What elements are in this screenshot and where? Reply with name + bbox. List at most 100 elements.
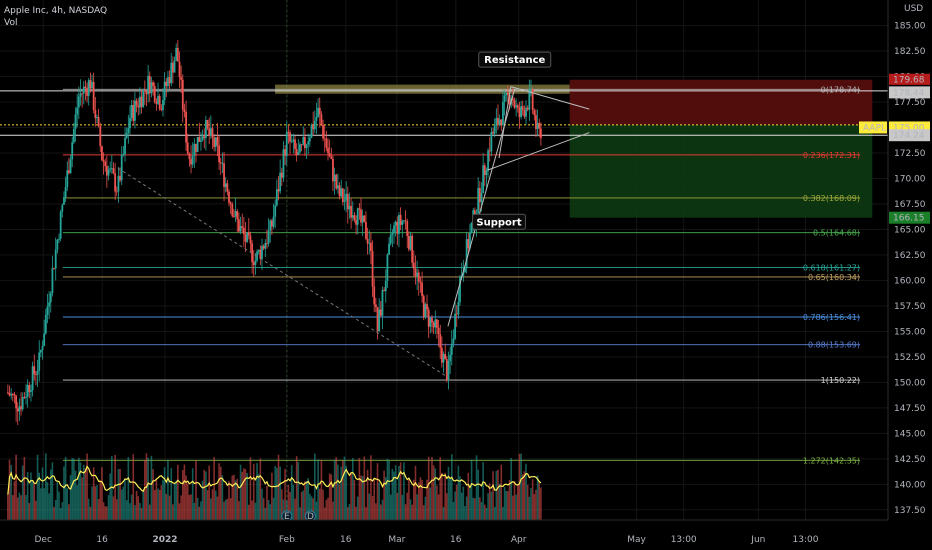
volume-bar xyxy=(424,496,427,520)
volume-bar xyxy=(368,493,371,520)
volume-bar xyxy=(525,463,527,520)
candle-body xyxy=(318,107,321,115)
candle-body xyxy=(204,120,207,139)
volume-bar xyxy=(421,479,423,520)
volume-bar xyxy=(350,473,352,520)
candlesticks xyxy=(6,40,542,425)
volume-bar xyxy=(51,462,54,520)
volume-bar xyxy=(158,489,161,520)
candle-body xyxy=(406,221,409,237)
volume-bar xyxy=(483,504,486,520)
time-axis-bg xyxy=(0,520,932,550)
candle-body xyxy=(160,108,163,110)
candle-body xyxy=(407,236,410,250)
volume-bar xyxy=(109,473,111,520)
trend-drawings[interactable]: Resistance Support E D xyxy=(117,51,590,522)
candle-body xyxy=(327,147,329,154)
candle-body xyxy=(211,128,214,138)
volume-bar xyxy=(198,506,201,520)
volume-bar xyxy=(10,465,12,520)
volume-bar xyxy=(160,485,163,520)
candle-body xyxy=(300,144,303,146)
volume-bar xyxy=(25,495,27,520)
volume-bar xyxy=(356,496,359,520)
volume-bar xyxy=(205,471,207,520)
time-axis[interactable]: Dec 16 2022 Feb 16 Mar 16 Apr May 13:00 Jun 13:00 xyxy=(0,519,932,550)
candle-body xyxy=(261,245,263,259)
candle-body xyxy=(142,90,145,107)
volume-bar xyxy=(226,498,229,520)
candle-body xyxy=(115,191,118,193)
candle-body xyxy=(35,374,37,376)
volume-bar xyxy=(238,501,240,520)
candle-body xyxy=(295,149,298,155)
candle-body xyxy=(44,314,47,334)
candle-body xyxy=(236,211,239,220)
candle-body xyxy=(168,77,171,84)
candle-body xyxy=(416,272,419,277)
candle-body xyxy=(10,393,13,396)
candle-body xyxy=(383,290,386,292)
candle-body xyxy=(287,132,290,133)
candle-body xyxy=(500,119,503,125)
candle-body xyxy=(389,234,392,244)
candle-body xyxy=(69,159,72,174)
candle-body xyxy=(398,215,400,234)
volume-bar xyxy=(269,504,272,520)
position-zones[interactable] xyxy=(275,79,873,218)
volume-bar xyxy=(279,466,281,520)
candle-body xyxy=(31,366,34,391)
price-label-bg xyxy=(889,86,930,99)
volume-bar xyxy=(343,456,346,520)
candle-body xyxy=(386,254,389,281)
volume-bar xyxy=(533,493,536,520)
volume-bar xyxy=(446,493,448,520)
candle-body xyxy=(140,96,143,107)
volume-bar xyxy=(49,469,52,520)
candle-body xyxy=(130,104,133,118)
volume-bar xyxy=(135,491,138,520)
price-axis[interactable]: 137.50 140.00 142.50 145.00 147.50 150.00 152.… xyxy=(859,0,932,550)
candle-body xyxy=(513,100,516,108)
volume-bar xyxy=(236,478,239,520)
volume-bar xyxy=(274,466,277,520)
volume-bar xyxy=(399,462,402,520)
volume-bar xyxy=(380,504,382,520)
volume-bar xyxy=(68,504,70,520)
candle-body xyxy=(28,385,31,392)
candle-body xyxy=(99,126,102,147)
volume-bar xyxy=(148,504,151,520)
volume-bar xyxy=(211,489,214,520)
candle-body xyxy=(393,225,395,233)
volume-bar xyxy=(97,499,100,520)
time-tick-label: 13:00 xyxy=(671,535,697,545)
volume-bar xyxy=(442,507,445,520)
volume-bar xyxy=(244,469,247,520)
candle-body xyxy=(432,322,435,328)
volume-bar xyxy=(365,507,367,520)
volume-bar xyxy=(86,453,88,520)
candle-body xyxy=(427,309,430,327)
volume-bar xyxy=(76,485,78,520)
fibonacci-retracement[interactable]: 0(178.74) 0.236(172.31) 0.382(168.09) 0.5(1… xyxy=(62,85,860,465)
candle-body xyxy=(101,146,103,161)
price-tick-label: 167.50 xyxy=(894,200,926,210)
candle-body xyxy=(94,110,97,119)
candle-body xyxy=(459,276,461,302)
volume-bar xyxy=(99,479,102,520)
candle-body xyxy=(424,304,427,318)
triangle-upper-line xyxy=(510,86,590,110)
candle-body xyxy=(396,221,399,234)
time-tick-label: 16 xyxy=(96,535,108,545)
volume-bar xyxy=(167,460,169,520)
candle-body xyxy=(89,80,92,89)
candle-body xyxy=(200,140,202,142)
candle-body xyxy=(538,122,541,129)
volume-bar xyxy=(492,471,494,520)
volume-bar xyxy=(262,498,265,520)
volume-bar xyxy=(73,458,75,520)
candle-body xyxy=(455,313,458,315)
volume-bar xyxy=(45,453,47,520)
volume-bar xyxy=(200,501,202,520)
